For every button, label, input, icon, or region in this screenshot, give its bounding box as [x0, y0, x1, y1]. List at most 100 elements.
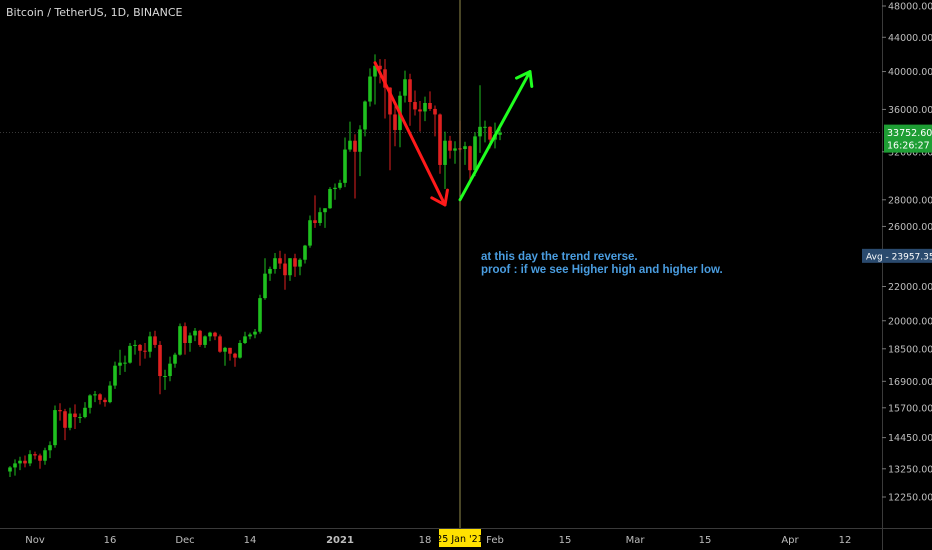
candle-body: [348, 140, 352, 150]
arrow-head: [430, 188, 449, 207]
candle: [418, 101, 422, 132]
candle: [313, 195, 317, 228]
candle: [48, 441, 52, 459]
candle-body: [483, 126, 487, 128]
candle: [128, 343, 132, 364]
candle-body: [168, 363, 172, 377]
y-tick-label: 48000.00: [888, 2, 932, 13]
annotation-line-2: proof : if we see Higher high and higher…: [481, 264, 723, 276]
candle-body: [403, 79, 407, 96]
candle: [438, 113, 442, 174]
x-tick-label: Nov: [25, 535, 45, 546]
current-price-badge: [884, 124, 932, 153]
y-tick-label: 15700.00: [888, 403, 932, 414]
candle-body: [303, 245, 307, 260]
candle: [193, 328, 197, 342]
candle: [188, 332, 192, 352]
chart-title: Bitcoin / TetherUS, 1D, BINANCE: [6, 6, 183, 19]
candle: [83, 402, 87, 419]
average-label: Avg - 23957.35: [866, 252, 932, 262]
candle-body: [338, 182, 342, 188]
candle: [113, 361, 117, 389]
candle-body: [138, 344, 142, 351]
candle: [103, 397, 107, 407]
candle-body: [183, 326, 187, 344]
y-tick-label: 26000.00: [888, 222, 932, 233]
candle-body: [388, 87, 392, 115]
candle: [388, 87, 392, 171]
candle-body: [123, 362, 127, 364]
trend-annotation: at this day the trend reverse. proof : i…: [481, 251, 723, 277]
candle: [163, 369, 167, 390]
candle: [143, 343, 147, 359]
candle-body: [143, 350, 147, 352]
candle-body: [233, 353, 237, 358]
candle: [338, 179, 342, 190]
candle-body: [288, 258, 292, 276]
x-tick-label: 18: [419, 535, 432, 546]
candle: [258, 294, 262, 334]
candle: [253, 328, 257, 339]
candle: [108, 381, 112, 404]
candle: [58, 403, 62, 421]
candle: [213, 331, 217, 341]
candle-body: [133, 344, 137, 346]
candle-body: [478, 126, 482, 137]
candle: [218, 334, 222, 353]
candle-body: [358, 129, 362, 152]
candle-body: [378, 65, 382, 70]
candle: [423, 96, 427, 122]
candle-body: [23, 460, 27, 464]
x-tick-label: 15: [699, 535, 712, 546]
candle-body: [38, 455, 42, 461]
candle-body: [263, 273, 267, 299]
candle-body: [213, 332, 217, 337]
candle: [53, 405, 57, 448]
y-tick-label: 36000.00: [888, 105, 932, 116]
candle: [88, 394, 92, 414]
candle: [483, 120, 487, 143]
candle: [473, 132, 477, 177]
candle: [333, 183, 337, 200]
candle-body: [298, 259, 302, 267]
candle: [123, 355, 127, 372]
candle-body: [268, 268, 272, 274]
candle: [178, 323, 182, 356]
candle: [288, 258, 292, 281]
candle: [268, 266, 272, 281]
candle: [148, 331, 152, 358]
candle: [393, 102, 397, 147]
candle-body: [373, 65, 377, 77]
candle-body: [413, 102, 417, 110]
candle-body: [443, 140, 447, 165]
candle-body: [208, 332, 212, 337]
candle-body: [43, 450, 47, 461]
candle-body: [203, 336, 207, 345]
candle-body: [48, 445, 52, 451]
candle-body: [53, 410, 57, 446]
candle: [168, 356, 172, 382]
candle: [158, 341, 162, 395]
candle: [28, 450, 32, 467]
y-tick-label: 13250.00: [888, 464, 932, 475]
candle-body: [103, 399, 107, 403]
candle-body: [18, 460, 22, 464]
candle-body: [128, 345, 132, 363]
candle: [263, 258, 267, 300]
candle: [308, 215, 312, 248]
candle: [233, 352, 237, 367]
candle: [328, 187, 332, 209]
candle-body: [83, 407, 87, 418]
candle-body: [278, 258, 282, 264]
candle-body: [238, 343, 242, 358]
candle-body: [363, 101, 367, 130]
candle-body: [463, 146, 467, 149]
y-tick-label: 32000.00: [888, 147, 932, 158]
candle: [293, 253, 297, 277]
candle: [463, 141, 467, 165]
candle: [238, 340, 242, 359]
candle-body: [328, 189, 332, 209]
y-tick-label: 14450.00: [888, 433, 932, 444]
candle: [13, 459, 17, 476]
